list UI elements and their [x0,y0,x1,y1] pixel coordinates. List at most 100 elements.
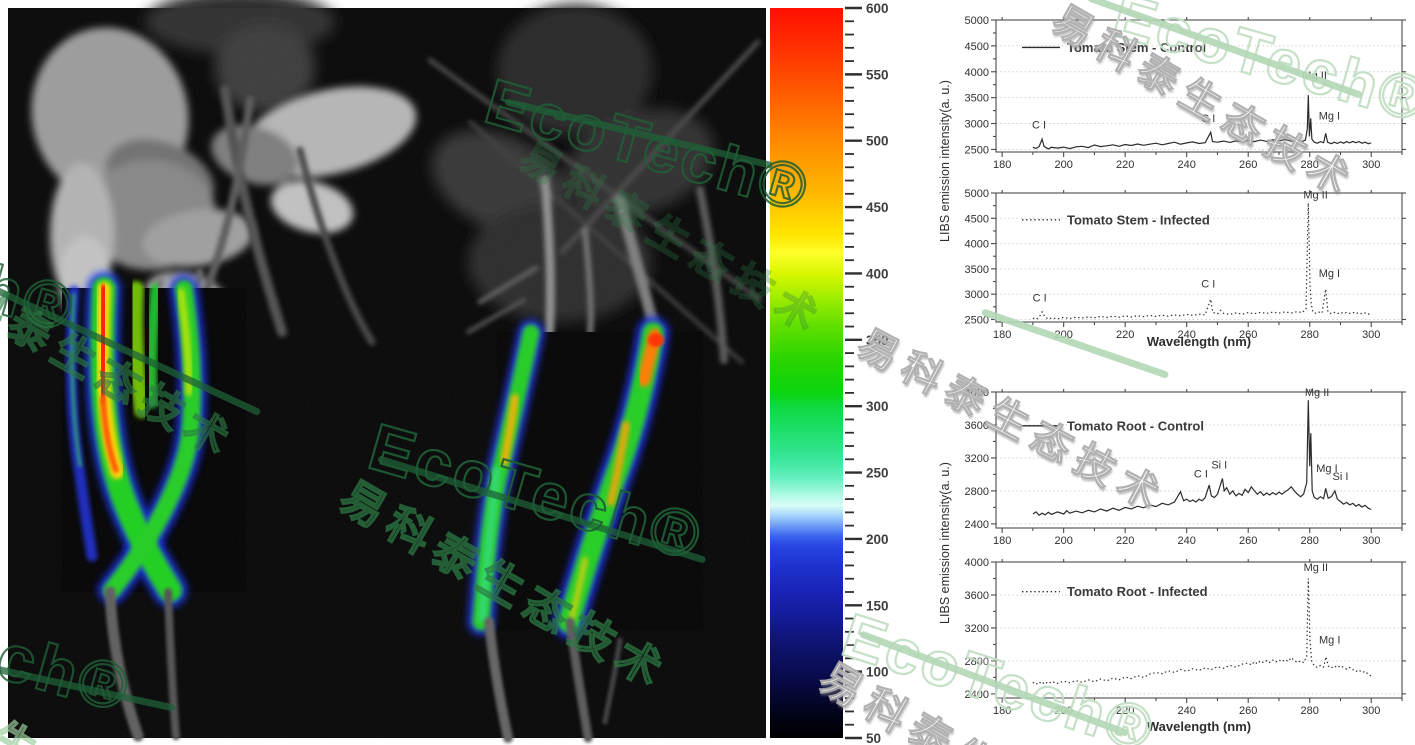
x-tick-label: 220 [1116,705,1134,717]
peak-label: Mg II [1303,190,1327,202]
colorbar: 600 550 500 450 400 350 300 250 200 150 100 50 [770,1,889,745]
y-tick-label: 3000 [965,119,989,131]
y-tick-label: 4000 [965,239,989,251]
x-axis-title-stem: Wavelength (nm) [1146,334,1252,349]
peak-label: Mg I [1319,635,1340,647]
y-tick-label: 3600 [965,420,989,432]
plot-border [995,561,1403,699]
x-tick-label: 220 [1116,535,1134,547]
colorbar-tick-label: 200 [866,532,889,547]
y-tick-label: 3600 [965,590,989,602]
colorbar-tick-label: 300 [866,399,889,414]
y-tick-label: 3000 [965,289,989,301]
y-tick-label: 4500 [965,41,989,53]
legend: Tomato Root - Infected [1022,584,1208,599]
y-tick-label: 5000 [965,15,989,27]
colorbar-tick-label: 550 [866,67,889,82]
axis-ticks [991,389,1406,533]
y-tick-label: 2400 [965,689,989,701]
colorbar-tick-label: 250 [866,466,889,481]
peak-annotations: C I C I Mg II Mg I [1033,190,1340,305]
spectrum-panel-1: 2500 3000 3500 4000 4500 5000 180 200 220 240 260 2… [965,15,1406,171]
y-axis-title-root: LIBS emission intensity(a. u.) [938,462,952,624]
peak-annotations: Mg II Mg I [1304,562,1341,647]
colorbar-tick-label: 150 [866,598,889,613]
gridlines [996,594,1402,695]
x-tick-label: 260 [1239,159,1257,171]
legend-label: Tomato Root - Control [1067,418,1204,433]
colorbar-gradient [770,8,843,738]
axis-ticks [991,559,1406,703]
spectrum-line [1032,203,1372,320]
x-tick-label: 280 [1301,159,1319,171]
x-tick-label: 180 [993,705,1011,717]
peak-label: Mg II [1304,562,1328,574]
y-tick-label: 4000 [965,67,989,79]
legend-label: Tomato Stem - Control [1067,40,1206,55]
y-tick-label: 3500 [965,264,989,276]
axis-ticks [991,17,1406,157]
peak-label: Mg I [1319,268,1340,280]
legend: Tomato Root - Control [1022,418,1204,433]
x-tick-label: 180 [993,159,1011,171]
x-tick-label: 240 [1178,159,1196,171]
plot-border [995,192,1403,323]
x-tick-label: 300 [1362,535,1380,547]
y-tick-label: 3500 [965,93,989,105]
x-tick-label: 200 [1054,705,1072,717]
x-tick-label: 280 [1301,705,1319,717]
legend-label: Tomato Root - Infected [1067,584,1208,599]
colorbar-tick-label: 600 [866,1,889,16]
x-tick-label: 180 [993,535,1011,547]
x-tick-label: 260 [1239,535,1257,547]
y-tick-label: 4000 [965,387,989,399]
peak-label: Mg I [1316,463,1337,475]
x-tick-label: 200 [1054,535,1072,547]
x-tick-label: 200 [1054,159,1072,171]
x-tick-label: 260 [1239,705,1257,717]
peak-label: C I [1201,113,1215,125]
y-tick-label: 5000 [965,188,989,200]
peak-label: Si I [1211,460,1227,472]
colorbar-tick-label: 450 [866,200,889,215]
x-tick-label: 280 [1301,535,1319,547]
legend: Tomato Stem - Control [1022,40,1206,55]
x-tick-label: 260 [1239,329,1257,341]
peak-label: C I [1201,279,1215,291]
axis-ticks [991,190,1406,327]
colorbar-tick-label: 50 [866,731,881,745]
spectrum-panel-3: 2400 2800 3200 3600 4000 180 200 220 240 260 280 30… [965,387,1406,547]
plot-border [995,391,1403,529]
y-tick-label: 3200 [965,623,989,635]
spectrum-line [1032,95,1372,150]
colorbar-scale: 600 550 500 450 400 350 300 250 200 150 100 50 [845,1,889,745]
legend-label: Tomato Stem - Infected [1067,212,1210,227]
x-tick-label: 240 [1178,329,1196,341]
y-tick-label: 2500 [965,144,989,156]
spectrum-panel-4: 2400 2800 3200 3600 4000 180 200 220 240 260 280 30… [965,557,1406,717]
gridlines [996,45,1402,150]
x-axis-title-root: Wavelength (nm) [1146,719,1252,734]
x-tick-label: 280 [1301,329,1319,341]
axis-tick-labels: 2400 2800 3200 3600 4000 180 200 220 240 260 280 30… [965,387,1381,547]
x-tick-label: 300 [1362,159,1380,171]
x-tick-label: 300 [1362,329,1380,341]
peak-label: Mg II [1302,70,1326,82]
y-axis-title-stem: LIBS emission intensity(a. u.) [938,80,952,242]
y-tick-label: 2400 [965,519,989,531]
y-tick-label: 3200 [965,453,989,465]
y-tick-label: 2500 [965,314,989,326]
peak-label: C I [1032,119,1046,131]
spectrum-line [1032,400,1372,516]
x-tick-label: 240 [1178,535,1196,547]
peak-label: Mg II [1305,387,1329,399]
y-tick-label: 2800 [965,656,989,668]
peak-annotations: C I C I Mg II Mg I [1032,70,1340,131]
y-tick-label: 2800 [965,486,989,498]
y-tick-label: 4500 [965,213,989,225]
film-grain [8,8,766,738]
